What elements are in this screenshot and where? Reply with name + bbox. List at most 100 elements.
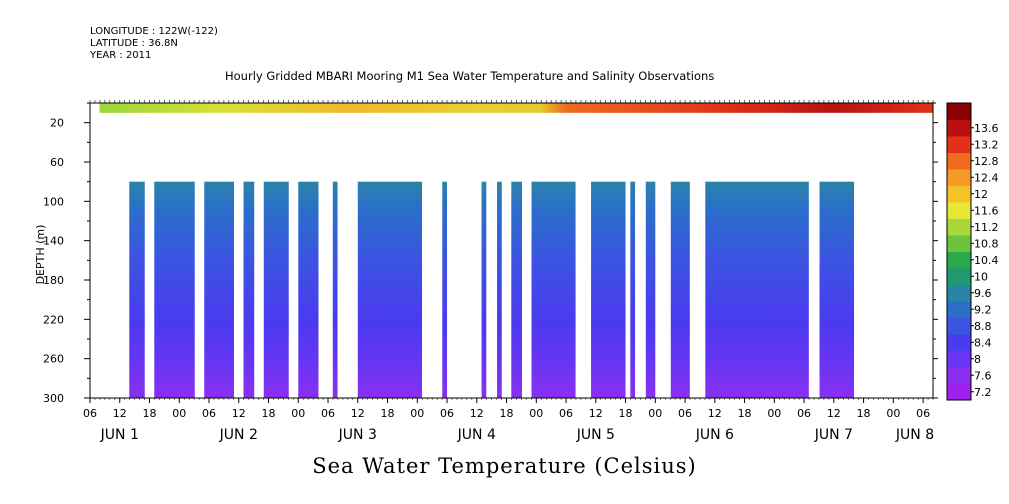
data-block-12 <box>511 181 523 398</box>
data-block-2 <box>154 181 195 398</box>
x-tick-label: 06 <box>83 407 97 420</box>
x-tick-label: 00 <box>410 407 424 420</box>
x-tick-label: 12 <box>827 407 841 420</box>
data-block-19 <box>819 181 855 398</box>
colorbar-segment <box>947 251 971 269</box>
x-tick-label: 18 <box>262 407 276 420</box>
colorbar-segment <box>947 136 971 153</box>
colorbar-label: 9.2 <box>974 303 992 316</box>
data-block-8 <box>357 181 423 398</box>
colorbar-label: 10.4 <box>974 254 999 267</box>
x-tick-label: 12 <box>470 407 484 420</box>
colorbar-label: 12.8 <box>974 155 999 168</box>
y-tick-label: 180 <box>43 274 64 287</box>
year-label: YEAR : 2011 <box>90 50 152 61</box>
y-tick-label: 300 <box>43 392 64 405</box>
surface-layer <box>99 103 933 113</box>
colorbar-label: 12 <box>974 188 988 201</box>
x-tick-label: 06 <box>440 407 454 420</box>
colorbar-segment <box>947 284 971 302</box>
x-tick-label: 18 <box>619 407 633 420</box>
y-axis-label: DEPTH (m) <box>34 225 47 285</box>
colorbar-segment <box>947 367 971 384</box>
colorbar-label: 13.6 <box>974 122 999 135</box>
data-block-10 <box>481 181 487 398</box>
colorbar-label: 9.6 <box>974 287 992 300</box>
x-tick-label: 06 <box>916 407 930 420</box>
x-tick-label: 12 <box>113 407 127 420</box>
colorbar-segment <box>947 268 971 285</box>
day-label: JUN 7 <box>814 427 853 443</box>
data-block-1 <box>129 181 145 398</box>
colorbar-label: 8 <box>974 353 981 366</box>
x-tick-label: 12 <box>351 407 365 420</box>
colorbar-segment <box>947 152 971 170</box>
x-tick-label: 00 <box>767 407 781 420</box>
day-label: JUN 8 <box>895 427 934 443</box>
x-tick-label: 18 <box>500 407 514 420</box>
colorbar-segment <box>947 169 971 186</box>
colorbar-segment <box>947 185 971 203</box>
x-tick-label: 12 <box>232 407 246 420</box>
day-label: JUN 3 <box>338 427 377 443</box>
colorbar-label: 10.8 <box>974 237 999 250</box>
colorbar-label: 12.4 <box>974 171 999 184</box>
y-tick-label: 220 <box>43 313 64 326</box>
colorbar-segment <box>947 301 971 318</box>
y-tick-label: 140 <box>43 235 64 248</box>
x-axis-label: Sea Water Temperature (Celsius) <box>312 454 697 478</box>
colorbar-label: 8.4 <box>974 336 992 349</box>
colorbar-label: 7.6 <box>974 369 992 382</box>
colorbar-segment <box>947 218 971 236</box>
colorbar-segment <box>947 103 971 120</box>
x-tick-label: 06 <box>202 407 216 420</box>
x-tick-label: 12 <box>589 407 603 420</box>
colorbar-frame <box>946 102 972 401</box>
colorbar-segment <box>947 119 971 137</box>
x-tick-label: 00 <box>172 407 186 420</box>
data-block-13 <box>531 181 576 398</box>
data-block-16 <box>645 181 656 398</box>
x-tick-label: 00 <box>291 407 305 420</box>
data-block-17 <box>670 181 690 398</box>
day-label: JUN 2 <box>219 427 258 443</box>
x-tick-label: 06 <box>678 407 692 420</box>
day-label: JUN 6 <box>695 427 734 443</box>
x-tick-label: 12 <box>708 407 722 420</box>
colorbar-segment <box>947 350 971 368</box>
x-tick-label: 06 <box>559 407 573 420</box>
data-block-4 <box>243 181 255 398</box>
chart-title: Hourly Gridded MBARI Mooring M1 Sea Wate… <box>225 69 715 83</box>
longitude-label: LONGITUDE : 122W(-122) <box>90 26 218 37</box>
data-block-9 <box>442 181 448 398</box>
colorbar-label: 10 <box>974 270 988 283</box>
colorbar-segment <box>947 334 971 351</box>
x-tick-label: 18 <box>857 407 871 420</box>
x-tick-label: 18 <box>381 407 395 420</box>
colorbar-segment <box>947 202 971 219</box>
colorbar-label: 11.6 <box>974 204 999 217</box>
x-tick-label: 00 <box>886 407 900 420</box>
data-block-15 <box>630 181 636 398</box>
x-tick-label: 18 <box>738 407 752 420</box>
day-label: JUN 1 <box>100 427 139 443</box>
x-tick-label: 00 <box>529 407 543 420</box>
x-tick-label: 06 <box>321 407 335 420</box>
y-tick-label: 20 <box>50 117 64 130</box>
data-block-7 <box>332 181 338 398</box>
y-tick-label: 260 <box>43 353 64 366</box>
day-label: JUN 5 <box>576 427 615 443</box>
colorbar-segment <box>947 235 971 252</box>
colorbar-label: 7.2 <box>974 386 992 399</box>
day-label: JUN 4 <box>457 427 496 443</box>
data-block-18 <box>705 181 809 398</box>
colorbar-label: 13.2 <box>974 138 999 151</box>
colorbar-label: 11.2 <box>974 221 999 234</box>
data-block-14 <box>591 181 626 398</box>
colorbar-segment <box>947 383 971 401</box>
data-block-5 <box>263 181 289 398</box>
colorbar-label: 8.8 <box>974 320 992 333</box>
data-block-3 <box>204 181 235 398</box>
latitude-label: LATITUDE : 36.8N <box>90 38 178 49</box>
